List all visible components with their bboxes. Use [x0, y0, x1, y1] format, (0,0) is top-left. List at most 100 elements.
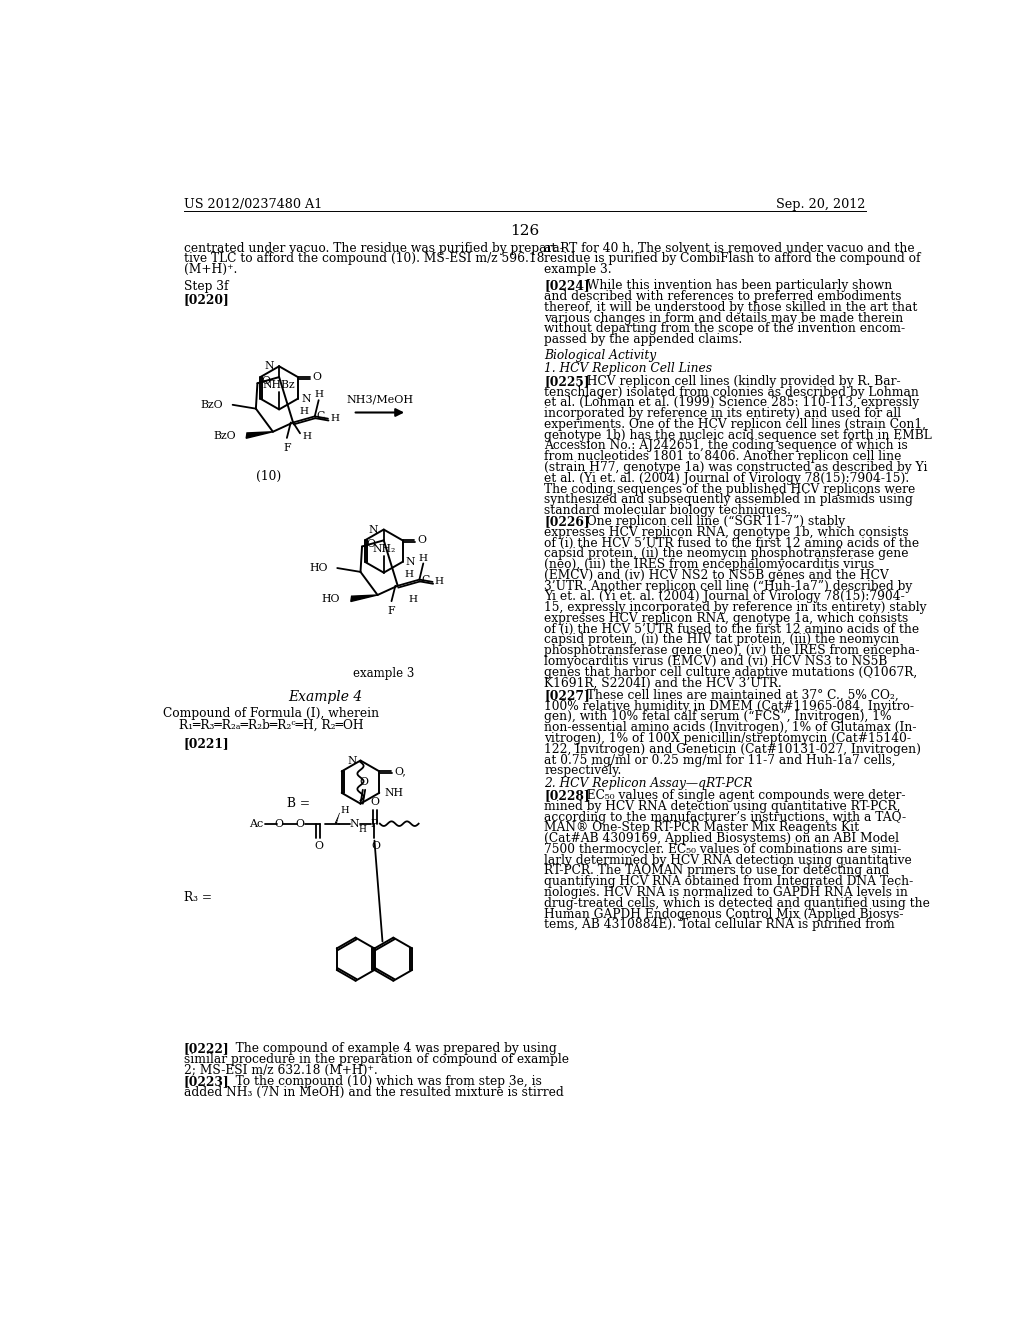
Text: synthesized and subsequently assembled in plasmids using: synthesized and subsequently assembled i…: [544, 494, 913, 507]
Text: O: O: [261, 376, 270, 385]
Text: standard molecular biology techniques.: standard molecular biology techniques.: [544, 504, 792, 517]
Text: drug-treated cells, which is detected and quantified using the: drug-treated cells, which is detected an…: [544, 896, 930, 909]
Text: expresses HCV replicon RNA, genotype 1a, which consists: expresses HCV replicon RNA, genotype 1a,…: [544, 612, 908, 624]
Text: example 3: example 3: [353, 667, 415, 680]
Text: BzO: BzO: [213, 430, 236, 441]
Text: N: N: [349, 818, 359, 829]
Text: H: H: [302, 432, 311, 441]
Text: Human GAPDH Endogenous Control Mix (Applied Biosys-: Human GAPDH Endogenous Control Mix (Appl…: [544, 908, 903, 920]
Text: The coding sequences of the published HCV replicons were: The coding sequences of the published HC…: [544, 483, 915, 495]
Text: US 2012/0237480 A1: US 2012/0237480 A1: [183, 198, 323, 211]
Text: H: H: [299, 408, 308, 416]
Text: NH3/MeOH: NH3/MeOH: [346, 395, 414, 405]
Text: One replicon cell line (“SGR 11-7”) stably: One replicon cell line (“SGR 11-7”) stab…: [579, 515, 845, 528]
Text: [0224]: [0224]: [544, 280, 590, 292]
Text: EC₅₀ values of single agent compounds were deter-: EC₅₀ values of single agent compounds we…: [579, 789, 905, 803]
Text: expresses HCV replicon RNA, genotype 1b, which consists: expresses HCV replicon RNA, genotype 1b,…: [544, 525, 909, 539]
Text: K1691R, S2204I) and the HCV 3’UTR.: K1691R, S2204I) and the HCV 3’UTR.: [544, 677, 782, 689]
Text: [0223]: [0223]: [183, 1074, 229, 1088]
Text: Ac: Ac: [250, 818, 263, 829]
Text: O,: O,: [395, 767, 407, 776]
Polygon shape: [246, 432, 273, 438]
Text: capsid protein, (ii) the neomycin phosphotransferase gene: capsid protein, (ii) the neomycin phosph…: [544, 548, 908, 560]
Text: (EMCV) and (iv) HCV NS2 to NS5B genes and the HCV: (EMCV) and (iv) HCV NS2 to NS5B genes an…: [544, 569, 889, 582]
Text: quantifying HCV RNA obtained from Integrated DNA Tech-: quantifying HCV RNA obtained from Integr…: [544, 875, 913, 888]
Text: residue is purified by CombiFlash to afford the compound of: residue is purified by CombiFlash to aff…: [544, 252, 921, 265]
Text: O: O: [417, 536, 426, 545]
Text: O: O: [366, 539, 375, 549]
Text: from nucleotides 1801 to 8406. Another replicon cell line: from nucleotides 1801 to 8406. Another r…: [544, 450, 901, 463]
Text: passed by the appended claims.: passed by the appended claims.: [544, 333, 742, 346]
Text: O: O: [296, 818, 304, 829]
Text: nologies. HCV RNA is normalized to GAPDH RNA levels in: nologies. HCV RNA is normalized to GAPDH…: [544, 886, 908, 899]
Text: NH₂: NH₂: [372, 544, 395, 554]
Text: 15, expressly incorporated by reference in its entirety) stably: 15, expressly incorporated by reference …: [544, 601, 927, 614]
Text: N: N: [369, 524, 378, 535]
Text: F: F: [283, 442, 291, 453]
Text: HO: HO: [309, 564, 328, 573]
Text: MAN® One-Step RT-PCR Master Mix Reagents Kit: MAN® One-Step RT-PCR Master Mix Reagents…: [544, 821, 859, 834]
Text: N: N: [347, 755, 356, 766]
Text: O: O: [312, 372, 322, 381]
Text: Sep. 20, 2012: Sep. 20, 2012: [776, 198, 866, 211]
Text: genotype 1b) has the nucleic acid sequence set forth in EMBL: genotype 1b) has the nucleic acid sequen…: [544, 429, 932, 442]
Text: H: H: [404, 570, 413, 579]
Text: N: N: [301, 393, 310, 404]
Text: Yi et. al. (Yi et. al. (2004) Journal of Virology 78(15):7904-: Yi et. al. (Yi et. al. (2004) Journal of…: [544, 590, 905, 603]
Text: centrated under vacuo. The residue was purified by prepara-: centrated under vacuo. The residue was p…: [183, 242, 563, 255]
Text: O: O: [359, 777, 368, 788]
Text: according to the manufacturer’s instructions, with a TAQ-: according to the manufacturer’s instruct…: [544, 810, 906, 824]
Text: larly determined by HCV RNA detection using quantitative: larly determined by HCV RNA detection us…: [544, 854, 912, 867]
Text: mined by HCV RNA detection using quantitative RT-PCR,: mined by HCV RNA detection using quantit…: [544, 800, 901, 813]
Text: (10): (10): [256, 470, 282, 483]
Text: While this invention has been particularly shown: While this invention has been particular…: [579, 280, 892, 292]
Text: [0221]: [0221]: [183, 738, 229, 751]
Text: [0228]: [0228]: [544, 789, 590, 803]
Text: genes that harbor cell culture adaptive mutations (Q1067R,: genes that harbor cell culture adaptive …: [544, 665, 918, 678]
Text: [0222]: [0222]: [183, 1043, 229, 1056]
Text: Accession No.: AJ242651, the coding sequence of which is: Accession No.: AJ242651, the coding sequ…: [544, 440, 908, 453]
Text: added NH₃ (7N in MeOH) and the resulted mixture is stirred: added NH₃ (7N in MeOH) and the resulted …: [183, 1085, 563, 1098]
Text: H: H: [358, 825, 366, 833]
Text: similar procedure in the preparation of compound of example: similar procedure in the preparation of …: [183, 1053, 568, 1067]
Text: gen), with 10% fetal calf serum (“FCS”, Invitrogen), 1%: gen), with 10% fetal calf serum (“FCS”, …: [544, 710, 892, 723]
Text: at 0.75 mg/ml or 0.25 mg/ml for 11-7 and Huh-1a7 cells,: at 0.75 mg/ml or 0.25 mg/ml for 11-7 and…: [544, 754, 896, 767]
Text: et al. (Lohman et al. (1999) Science 285: 110-113, expressly: et al. (Lohman et al. (1999) Science 285…: [544, 396, 920, 409]
Text: and described with references to preferred embodiments: and described with references to preferr…: [544, 290, 902, 304]
Text: O: O: [274, 818, 284, 829]
Text: non-essential amino acids (Invitrogen), 1% of Glutamax (In-: non-essential amino acids (Invitrogen), …: [544, 721, 916, 734]
Text: phosphotransferase gene (neo), (iv) the IRES from encepha-: phosphotransferase gene (neo), (iv) the …: [544, 644, 920, 657]
Text: of (i) the HCV 5’UTR fused to the first 12 amino acids of the: of (i) the HCV 5’UTR fused to the first …: [544, 623, 920, 636]
Text: lomyocarditis virus (EMCV) and (vi) HCV NS3 to NS5B: lomyocarditis virus (EMCV) and (vi) HCV …: [544, 655, 888, 668]
Text: 7500 thermocycler. EC₅₀ values of combinations are simi-: 7500 thermocycler. EC₅₀ values of combin…: [544, 843, 901, 855]
Text: H: H: [435, 577, 443, 586]
Text: experiments. One of the HCV replicon cell lines (strain Con1,: experiments. One of the HCV replicon cel…: [544, 418, 926, 430]
Text: tenschlager) isolated from colonies as described by Lohman: tenschlager) isolated from colonies as d…: [544, 385, 920, 399]
Text: various changes in form and details may be made therein: various changes in form and details may …: [544, 312, 903, 325]
Text: HCV replicon cell lines (kindly provided by R. Bar-: HCV replicon cell lines (kindly provided…: [579, 375, 901, 388]
Text: capsid protein, (ii) the HIV tat protein, (iii) the neomycin: capsid protein, (ii) the HIV tat protein…: [544, 634, 899, 647]
Text: B =: B =: [287, 797, 310, 810]
Text: 1. HCV Replicon Cell Lines: 1. HCV Replicon Cell Lines: [544, 363, 712, 375]
Text: H: H: [419, 553, 428, 562]
Text: [0220]: [0220]: [183, 293, 229, 306]
Text: (Cat#AB 4309169, Applied Biosystems) on an ABI Model: (Cat#AB 4309169, Applied Biosystems) on …: [544, 832, 899, 845]
Text: et al. (Yi et. al. (2004) Journal of Virology 78(15):7904-15).: et al. (Yi et. al. (2004) Journal of Vir…: [544, 471, 909, 484]
Text: incorporated by reference in its entirety) and used for all: incorporated by reference in its entiret…: [544, 407, 901, 420]
Text: [0225]: [0225]: [544, 375, 590, 388]
Text: BzO: BzO: [201, 400, 223, 409]
Text: Step 3f: Step 3f: [183, 280, 228, 293]
Text: O: O: [314, 841, 324, 850]
Text: (strain H77, genotype 1a) was constructed as described by Yi: (strain H77, genotype 1a) was constructe…: [544, 461, 928, 474]
Text: respectively.: respectively.: [544, 764, 622, 777]
Text: To the compound (10) which was from step 3e, is: To the compound (10) which was from step…: [224, 1074, 542, 1088]
Polygon shape: [351, 595, 378, 602]
Text: 126: 126: [510, 224, 540, 238]
Text: tems, AB 4310884E). Total cellular RNA is purified from: tems, AB 4310884E). Total cellular RNA i…: [544, 919, 895, 932]
Text: F: F: [388, 606, 395, 615]
Text: N: N: [406, 557, 415, 566]
Text: (neo), (iii) the IRES from encephalomyocarditis virus: (neo), (iii) the IRES from encephalomyoc…: [544, 558, 874, 572]
Text: without departing from the scope of the invention encom-: without departing from the scope of the …: [544, 322, 905, 335]
Text: P: P: [371, 818, 378, 829]
Text: R₁═R₃═R₂ₐ═R₂b═R₂ᶜ═H, R₂═OH: R₁═R₃═R₂ₐ═R₂b═R₂ᶜ═H, R₂═OH: [179, 719, 364, 733]
